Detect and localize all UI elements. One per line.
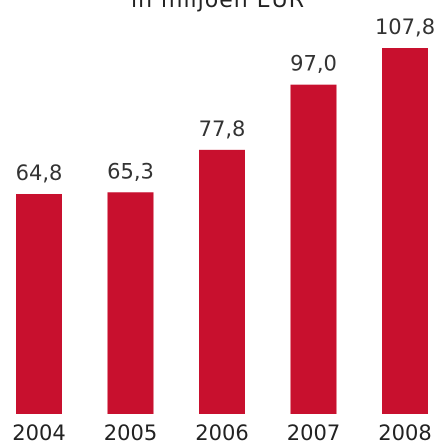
category-label-2008: 2008: [378, 421, 431, 442]
value-label-2005: 65,3: [107, 159, 154, 183]
category-label-2005: 2005: [104, 421, 157, 442]
bar-2008: [382, 48, 428, 414]
value-label-2007: 97,0: [290, 52, 337, 76]
category-label-2007: 2007: [287, 421, 340, 442]
bar-2007: [290, 84, 337, 414]
chart-subtitle: in miljoen EUR: [130, 0, 306, 13]
category-label-2006: 2006: [195, 421, 248, 442]
bar-2005: [107, 192, 154, 414]
value-label-2004: 64,8: [16, 161, 63, 185]
value-label-2008: 107,8: [375, 15, 435, 39]
bar-2006: [199, 149, 245, 414]
bar-2004: [16, 193, 62, 414]
value-label-2006: 77,8: [199, 117, 246, 141]
category-label-2004: 2004: [12, 421, 65, 442]
